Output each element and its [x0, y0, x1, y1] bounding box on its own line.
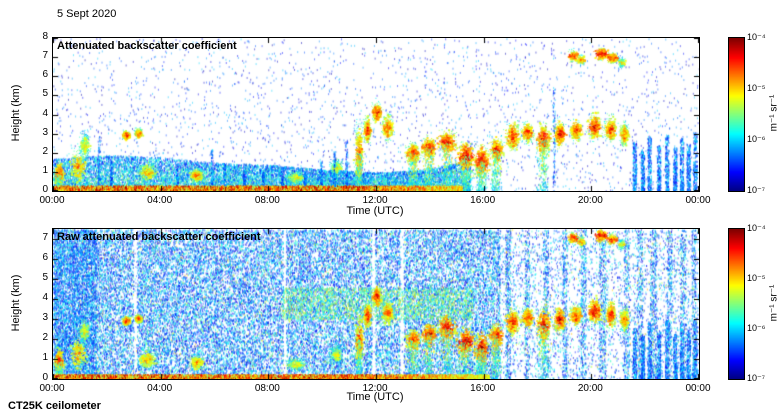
colorbar-raw — [728, 228, 745, 380]
x-axis-label-raw: Time (UTC) — [346, 391, 404, 403]
y-tick-label: 3 — [42, 312, 48, 323]
colorbar-tick-label: 10⁻⁵ — [747, 273, 766, 283]
y-tick-label: 6 — [42, 69, 48, 81]
y-tick-label: 6 — [42, 252, 48, 263]
x-axis-label-attenuated: Time (UTC) — [346, 205, 404, 217]
y-tick-label: 4 — [42, 292, 48, 303]
colorbar-tick-label: 10⁻⁵ — [747, 83, 766, 93]
x-tick-label: 12:00 — [362, 195, 388, 206]
y-tick-label: 2 — [42, 332, 48, 343]
colorbar-tick-label: 10⁻⁷ — [747, 185, 766, 195]
colorbar-tick-label: 10⁻⁶ — [747, 134, 766, 144]
y-tick-label: 7 — [42, 232, 48, 243]
colorbar-tick-label: 10⁻⁴ — [747, 32, 766, 42]
x-tick-label: 16:00 — [470, 195, 496, 206]
y-tick-label: 0 — [42, 372, 48, 383]
plot-attenuated-backscatter: Attenuated backscatter coefficient — [52, 37, 700, 192]
y-tick-label: 4 — [42, 107, 48, 119]
x-tick-label: 00:00 — [39, 195, 65, 206]
x-tick-label: 04:00 — [147, 383, 173, 394]
y-tick-label: 1 — [42, 164, 48, 176]
x-tick-label: 04:00 — [147, 195, 173, 206]
y-tick-label: 5 — [42, 88, 48, 100]
x-tick-label: 08:00 — [254, 195, 280, 206]
y-tick-label: 1 — [42, 352, 48, 363]
y-tick-label: 7 — [42, 50, 48, 62]
x-tick-label: 00:00 — [685, 195, 711, 206]
x-tick-label: 08:00 — [254, 383, 280, 394]
colorbar-unit-raw: m⁻¹ sr⁻¹ — [768, 284, 780, 322]
instrument-label: CT25K ceilometer — [8, 400, 101, 412]
colorbar-unit-attenuated: m⁻¹ sr⁻¹ — [768, 94, 780, 132]
y-tick-label: 5 — [42, 272, 48, 283]
x-tick-label: 16:00 — [470, 383, 496, 394]
colorbar-tick-label: 10⁻⁶ — [747, 323, 766, 333]
x-tick-label: 00:00 — [39, 383, 65, 394]
plot-raw-backscatter: Raw attenuated backscatter coefficient — [52, 228, 700, 380]
attenuated-heatmap-canvas — [53, 38, 699, 191]
x-tick-label: 20:00 — [577, 195, 603, 206]
colorbar-attenuated — [728, 37, 745, 192]
colorbar-tick-label: 10⁻⁷ — [747, 373, 766, 383]
panel-title-raw: Raw attenuated backscatter coefficient — [57, 231, 261, 243]
x-tick-label: 00:00 — [685, 383, 711, 394]
panel-title-attenuated: Attenuated backscatter coefficient — [57, 40, 237, 52]
x-tick-label: 12:00 — [362, 383, 388, 394]
colorbar-tick-label: 10⁻⁴ — [747, 223, 766, 233]
colorbar-gradient-canvas-attenuated — [729, 38, 744, 191]
date-label: 5 Sept 2020 — [57, 8, 117, 20]
colorbar-gradient-canvas-raw — [729, 229, 744, 379]
y-tick-label: 8 — [42, 31, 48, 42]
x-tick-label: 20:00 — [577, 383, 603, 394]
y-tick-label: 3 — [42, 126, 48, 138]
y-tick-label: 2 — [42, 145, 48, 157]
raw-heatmap-canvas — [53, 229, 699, 379]
y-tick-label: 0 — [42, 184, 48, 195]
